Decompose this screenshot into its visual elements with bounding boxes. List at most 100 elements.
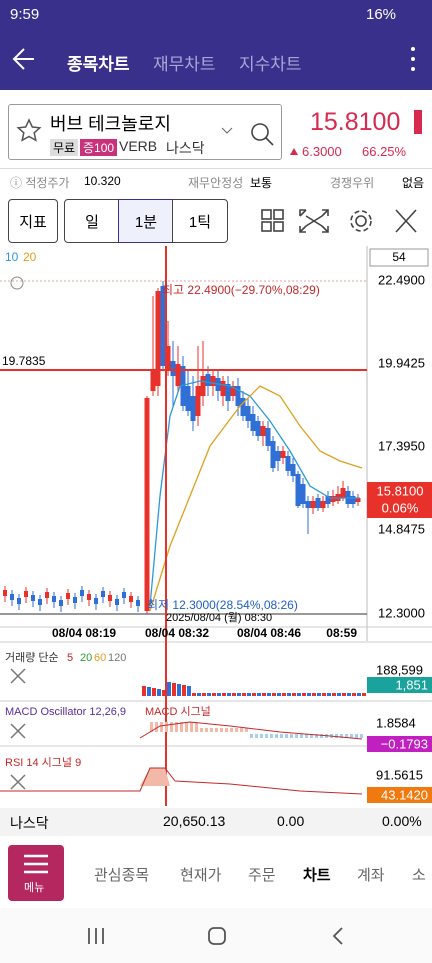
volume-bar: [337, 693, 341, 696]
crosshair-time: 2025/08/04 (월) 08:30: [166, 611, 272, 624]
info-label: 경쟁우위: [330, 176, 375, 190]
more-button[interactable]: [408, 44, 418, 74]
indicator-button[interactable]: 지표: [8, 199, 58, 243]
axis-value: 188,599: [376, 662, 423, 677]
volume-bar: [282, 693, 286, 696]
macd-bar: [355, 734, 358, 738]
candle: [305, 501, 311, 508]
candle: [190, 396, 196, 421]
menu-label: 메뉴: [24, 882, 45, 894]
candle: [160, 286, 166, 366]
candle: [175, 364, 181, 386]
macd-bar: [300, 734, 303, 738]
macd-bar: [315, 734, 318, 738]
macd-bar: [150, 722, 153, 732]
value-tag: [367, 677, 432, 693]
macd-bar: [345, 734, 348, 738]
high-note: 최고 22.4900(−29.70%,08:29): [162, 283, 320, 297]
count: 54: [392, 250, 406, 264]
price-axis-label: 17.3950: [378, 438, 425, 453]
period: 20: [80, 652, 92, 664]
volume-bar: [302, 693, 306, 696]
close-icon: [10, 668, 26, 684]
info-value: 없음: [402, 176, 425, 190]
change: 6.3000: [302, 144, 342, 159]
search-box[interactable]: [8, 104, 282, 160]
tool-icons[interactable]: [258, 206, 428, 236]
tag: 증100: [80, 139, 118, 156]
system-buttons[interactable]: [80, 924, 360, 948]
volume-bar: [212, 693, 216, 696]
axis-value: 91.5615: [376, 767, 423, 782]
period-button-active[interactable]: 1분: [118, 199, 174, 243]
candle: [310, 501, 316, 508]
volume-bar: [332, 693, 336, 696]
candle: [101, 591, 105, 597]
nav-item[interactable]: 관심종목: [94, 867, 150, 884]
candle: [245, 406, 251, 421]
candle: [240, 398, 246, 416]
candle: [185, 386, 191, 411]
volume-bar: [147, 687, 151, 696]
candle: [73, 597, 77, 603]
candle: [129, 596, 133, 602]
back-button[interactable]: [10, 44, 38, 74]
nav-item[interactable]: 계좌: [357, 867, 385, 884]
tag: 무료: [50, 139, 79, 156]
panel-label: MACD Oscillator 12,26,9: [5, 706, 126, 718]
tab[interactable]: 재무차트: [153, 55, 216, 74]
value-tag: [367, 736, 432, 752]
nav-item[interactable]: 소: [412, 867, 426, 884]
nav-item-active[interactable]: 차트: [303, 867, 331, 884]
macd-bar: [200, 728, 203, 732]
crosshair-price: 19.7835: [2, 354, 46, 368]
zoom-icon: [10, 276, 24, 290]
candle: [340, 488, 346, 498]
period-button[interactable]: 1틱: [172, 199, 228, 243]
candle: [195, 386, 201, 416]
macd-bar: [350, 734, 353, 738]
macd-bar: [335, 734, 338, 738]
candle: [80, 590, 84, 596]
time-axis-label: 08:59: [326, 626, 357, 640]
tab[interactable]: 지수차트: [239, 55, 302, 74]
candle: [108, 595, 112, 601]
macd-bar: [260, 734, 263, 738]
candle: [165, 346, 171, 371]
top-bar: [0, 0, 432, 90]
nav-item[interactable]: 주문: [248, 867, 276, 884]
candle: [24, 591, 28, 597]
panel-label: 거래량 단순: [5, 651, 59, 664]
stock-name: 버브 테크놀로지: [50, 114, 171, 134]
candle: [38, 599, 42, 605]
candle: [290, 464, 296, 476]
candle: [285, 456, 291, 471]
star-icon[interactable]: [16, 118, 42, 144]
candle: [270, 441, 276, 468]
candle: [10, 594, 14, 600]
candle: [260, 426, 266, 436]
macd-bar: [280, 734, 283, 738]
macd-bar: [170, 722, 173, 732]
candle: [170, 361, 176, 376]
candle: [66, 593, 70, 599]
value-tag-text: 43.1420: [381, 787, 428, 802]
candle: [115, 599, 119, 605]
time-axis-label: 08/04 08:19: [52, 626, 116, 640]
period-button[interactable]: 일: [64, 199, 120, 243]
candle: [200, 376, 206, 396]
nav-item[interactable]: 현재가: [180, 867, 222, 884]
candle: [350, 496, 356, 504]
divider: [0, 168, 432, 169]
macd-bar: [205, 728, 208, 732]
volume-bar: [257, 693, 261, 696]
macd-bar: [175, 722, 178, 732]
change-pct: 66.25%: [362, 144, 407, 159]
volume-bar: [322, 693, 326, 696]
macd-bar: [180, 722, 183, 732]
tab-active[interactable]: 종목차트: [67, 55, 130, 74]
close-icon: [10, 774, 26, 790]
search-icon[interactable]: [220, 122, 280, 148]
macd-bar: [255, 734, 258, 738]
